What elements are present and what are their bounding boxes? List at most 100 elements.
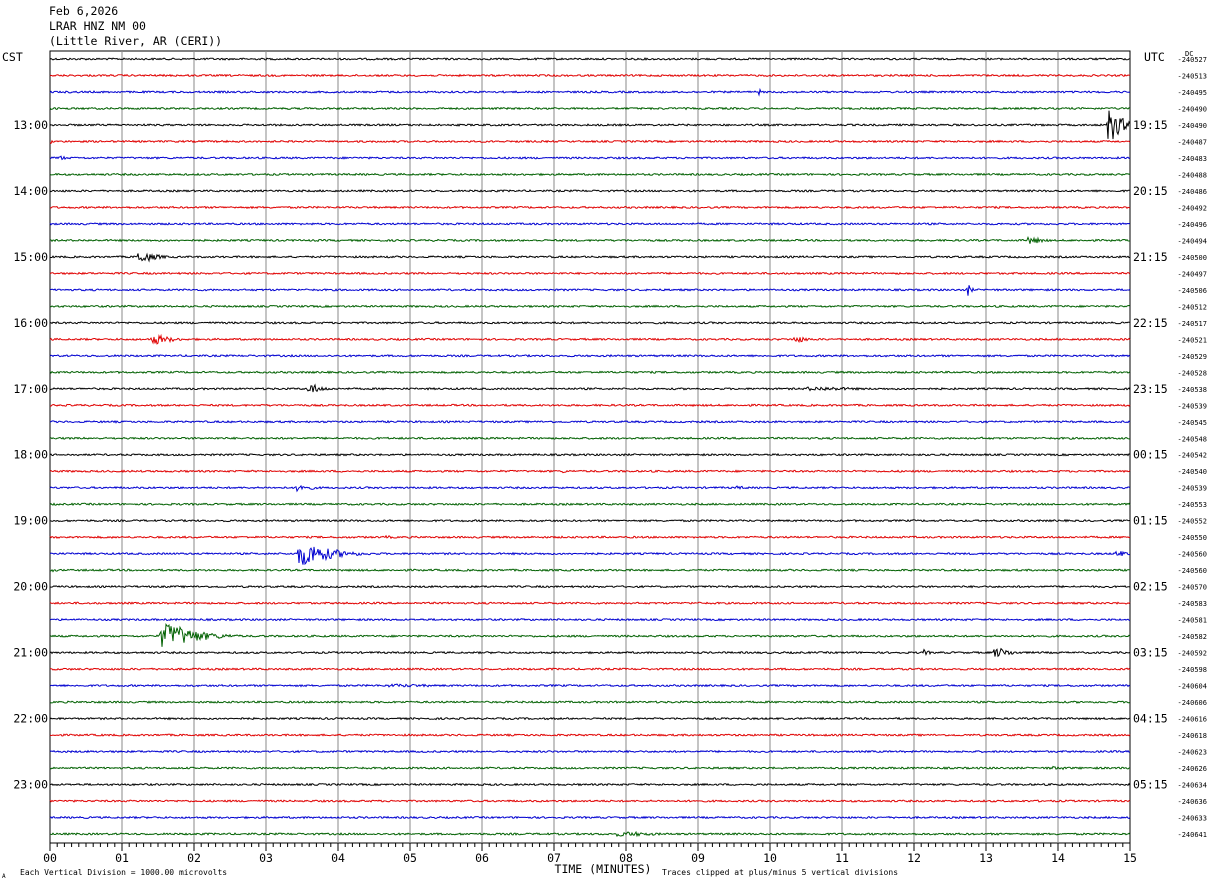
trace-line	[49, 172, 1131, 177]
dc-offset-label: -240553	[1177, 501, 1207, 509]
trace-line	[49, 484, 1131, 493]
trace-line	[49, 383, 1131, 393]
dc-offset-label: -240512	[1177, 303, 1207, 311]
x-tick-label: 06	[475, 851, 489, 865]
dc-offset-label: -240604	[1177, 683, 1207, 691]
trace-line	[49, 403, 1131, 408]
minute-gridlines	[49, 50, 1131, 844]
clip-note: Traces clipped at plus/minus 5 vertical …	[662, 868, 898, 877]
chart-date: Feb 6,2026	[49, 4, 119, 18]
dc-offset-label: -240545	[1177, 419, 1207, 427]
dc-offset-label: -240582	[1177, 633, 1207, 641]
trace-line	[49, 622, 1131, 647]
cst-hour-label: 21:00	[13, 646, 48, 660]
trace-line	[49, 601, 1131, 605]
x-tick-label: 02	[187, 851, 201, 865]
utc-hour-label: 02:15	[1133, 580, 1168, 594]
utc-hour-labels: 19:15 20:15 21:15 22:15 23:15 00:15 01:15 02:15…	[1133, 118, 1168, 792]
x-tick-label: 11	[835, 851, 849, 865]
dc-offset-label: -240494	[1177, 237, 1207, 245]
cst-hour-label: 16:00	[13, 316, 48, 330]
x-tick-label: 00	[43, 851, 57, 865]
trace-line	[49, 733, 1131, 738]
trace-line	[49, 73, 1131, 78]
dc-offset-label: -240633	[1177, 815, 1207, 823]
trace-line	[49, 304, 1131, 309]
plot-frame	[49, 50, 1131, 844]
trace-line	[49, 205, 1131, 210]
trace-line	[49, 106, 1131, 111]
x-tick-label: 01	[115, 851, 129, 865]
dc-offset-label: -240487	[1177, 138, 1207, 146]
utc-hour-label: 23:15	[1133, 382, 1168, 396]
station-location: (Little River, AR (CERI))	[49, 34, 223, 48]
trace-line	[49, 353, 1131, 358]
trace-line	[49, 452, 1131, 457]
trace-line	[49, 235, 1131, 244]
trace-line	[49, 700, 1131, 704]
trace-line	[49, 534, 1131, 540]
trace-line	[49, 189, 1130, 193]
trace-line	[49, 57, 1131, 61]
trace-line	[49, 333, 1131, 345]
dc-offset-label: -240618	[1177, 732, 1207, 740]
cst-hour-label: 13:00	[13, 118, 48, 132]
trace-line	[49, 683, 1131, 688]
utc-hour-label: 22:15	[1133, 316, 1168, 330]
dc-offset-label: -240583	[1177, 600, 1207, 608]
x-tick-label: 07	[547, 851, 561, 865]
dc-offset-label: -240550	[1177, 534, 1207, 542]
dc-offset-label: -240538	[1177, 386, 1207, 394]
dc-offset-label: -240542	[1177, 452, 1207, 460]
trace-line	[49, 271, 1131, 276]
dc-offset-label: -240492	[1177, 204, 1207, 212]
trace-line	[49, 815, 1131, 820]
dc-offset-label: -240506	[1177, 287, 1207, 295]
cst-hour-label: 14:00	[13, 184, 48, 198]
trace-line	[49, 469, 1131, 474]
dc-offset-label: -240529	[1177, 353, 1207, 361]
utc-hour-label: 20:15	[1133, 184, 1168, 198]
trace-line	[49, 568, 1131, 573]
dc-offset-label: -240570	[1177, 584, 1207, 592]
dc-offset-label: -240528	[1177, 369, 1207, 377]
left-timezone-label: CST	[2, 50, 23, 64]
dc-offset-label: -240539	[1177, 485, 1207, 493]
cst-hour-label: 22:00	[13, 712, 48, 726]
utc-hour-label: 00:15	[1133, 448, 1168, 462]
trace-line	[49, 667, 1131, 671]
dc-offset-labels: -240527 -240513 -240495 -240490 -240490 -2404…	[1177, 56, 1207, 839]
trace-line	[50, 518, 1131, 523]
trace-line	[49, 285, 1131, 296]
dc-offset-label: -240623	[1177, 749, 1207, 757]
dc-offset-label: -240490	[1177, 122, 1207, 130]
seismic-traces	[49, 57, 1131, 838]
dc-offset-label: -240517	[1177, 320, 1207, 328]
trace-line	[49, 139, 1131, 145]
dc-offset-label: -240552	[1177, 518, 1207, 526]
dc-offset-label: -240490	[1177, 105, 1207, 113]
cst-hour-label: 18:00	[13, 448, 48, 462]
dc-offset-label: -240539	[1177, 402, 1207, 410]
trace-line	[49, 87, 1131, 97]
dc-offset-label: -240548	[1177, 435, 1207, 443]
trace-line	[49, 830, 1131, 838]
x-tick-label: 03	[259, 851, 273, 865]
utc-hour-label: 21:15	[1133, 250, 1168, 264]
x-tick-label: 08	[619, 851, 633, 865]
utc-hour-label: 01:15	[1133, 514, 1168, 528]
x-tick-label: 12	[907, 851, 921, 865]
station-code: LRAR HNZ NM 00	[49, 19, 146, 33]
x-tick-label: 04	[331, 851, 345, 865]
utc-hour-label: 04:15	[1133, 712, 1168, 726]
trace-line	[49, 782, 1131, 787]
dc-label: DC	[1185, 50, 1194, 58]
dc-offset-label: -240592	[1177, 650, 1207, 658]
corner-mark: A	[2, 873, 6, 880]
utc-hour-label: 19:15	[1133, 118, 1168, 132]
dc-offset-label: -240634	[1177, 782, 1207, 790]
x-tick-label: 05	[403, 851, 417, 865]
trace-line	[49, 370, 1131, 375]
x-tick-label: 14	[1051, 851, 1065, 865]
